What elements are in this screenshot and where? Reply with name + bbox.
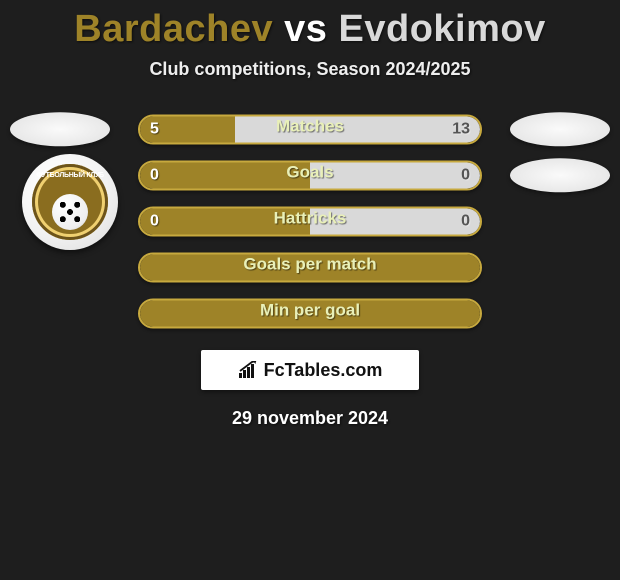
stat-bar: Goals per match [138, 253, 482, 283]
comparison-infographic: Bardachev vs Evdokimov Club competitions… [0, 0, 620, 429]
brand-text: FcTables.com [264, 360, 383, 381]
stat-row: Min per goal [0, 292, 620, 338]
club-badge-left [10, 112, 110, 146]
stat-segment-left: 0 [140, 163, 310, 189]
stat-segment-left: 0 [140, 209, 310, 235]
stat-row: Goals per match [0, 246, 620, 292]
stat-segment-left: 5 [140, 117, 235, 143]
stat-value-right: 0 [461, 213, 470, 231]
stat-value-left: 0 [150, 167, 159, 185]
club-logo-toptext: ФУТБОЛЬНЫЙ КЛУБ [32, 172, 108, 179]
chart-icon [238, 361, 260, 379]
stat-segment-right: 0 [310, 163, 480, 189]
stat-row: 00Hattricks [0, 200, 620, 246]
stat-row: ФУТБОЛЬНЫЙ КЛУБ00Goals [0, 154, 620, 200]
club-badge-right [510, 112, 610, 146]
player1-name: Bardachev [74, 8, 273, 50]
stat-value-right: 0 [461, 167, 470, 185]
vs-text: vs [284, 8, 327, 50]
stat-bar: 00Goals [138, 161, 482, 191]
stat-segment-full [140, 255, 480, 281]
brand-box: FcTables.com [201, 350, 419, 390]
club-badge-right [510, 158, 610, 192]
stat-segment-right: 13 [235, 117, 480, 143]
stat-row: 513Matches [0, 108, 620, 154]
stats-rows: 513MatchesФУТБОЛЬНЫЙ КЛУБ00Goals00Hattri… [0, 108, 620, 338]
date-text: 29 november 2024 [0, 408, 620, 429]
stat-segment-full [140, 301, 480, 327]
stat-bar: 513Matches [138, 115, 482, 145]
stat-bar: 00Hattricks [138, 207, 482, 237]
stat-value-left: 0 [150, 213, 159, 231]
page-title: Bardachev vs Evdokimov [0, 8, 620, 51]
player2-name: Evdokimov [339, 8, 546, 50]
subtitle: Club competitions, Season 2024/2025 [0, 59, 620, 80]
stat-segment-right: 0 [310, 209, 480, 235]
stat-value-right: 13 [452, 121, 470, 139]
stat-value-left: 5 [150, 121, 159, 139]
stat-bar: Min per goal [138, 299, 482, 329]
